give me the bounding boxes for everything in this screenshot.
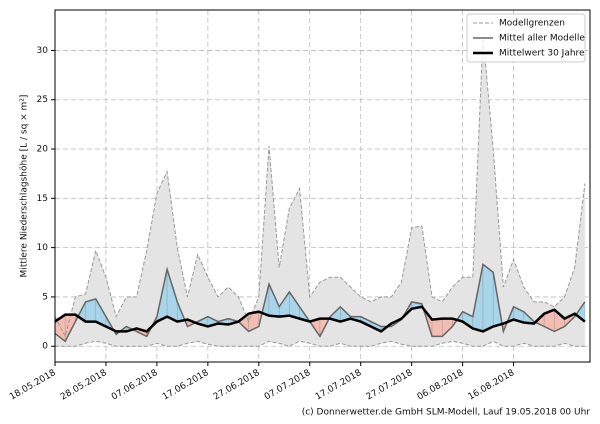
anomaly-fill xyxy=(482,264,494,332)
climate-line xyxy=(54,305,586,333)
legend-label: Modellgrenzen xyxy=(499,19,565,29)
y-tick-label: 5 xyxy=(42,292,48,302)
plot-frame xyxy=(54,9,591,363)
mean-line xyxy=(54,263,586,343)
anomaly-fill xyxy=(85,298,96,322)
y-tick-label: 20 xyxy=(37,145,49,155)
anomaly-fill xyxy=(431,318,443,337)
bound-line xyxy=(54,35,586,338)
legend-box xyxy=(466,13,586,63)
legend-label: Mittel aller Modelle xyxy=(499,34,585,44)
range-band xyxy=(55,35,585,347)
y-tick-label: 25 xyxy=(37,95,48,105)
bound-line xyxy=(55,340,585,347)
y-tick-label: 15 xyxy=(37,194,48,204)
y-tick-label: 30 xyxy=(37,46,49,56)
y-tick-label: 0 xyxy=(42,342,48,352)
footer: (c) Donnerwetter.de GmbH SLM-Modell, Lau… xyxy=(302,408,591,418)
y-tick-label: 10 xyxy=(37,243,49,253)
legend-label: Mittelwert 30 Jahre xyxy=(499,49,585,59)
y-axis-label: Mittlere Niederschlagshöhe [L / sq × m²] xyxy=(20,95,30,278)
plot-area xyxy=(51,9,591,366)
